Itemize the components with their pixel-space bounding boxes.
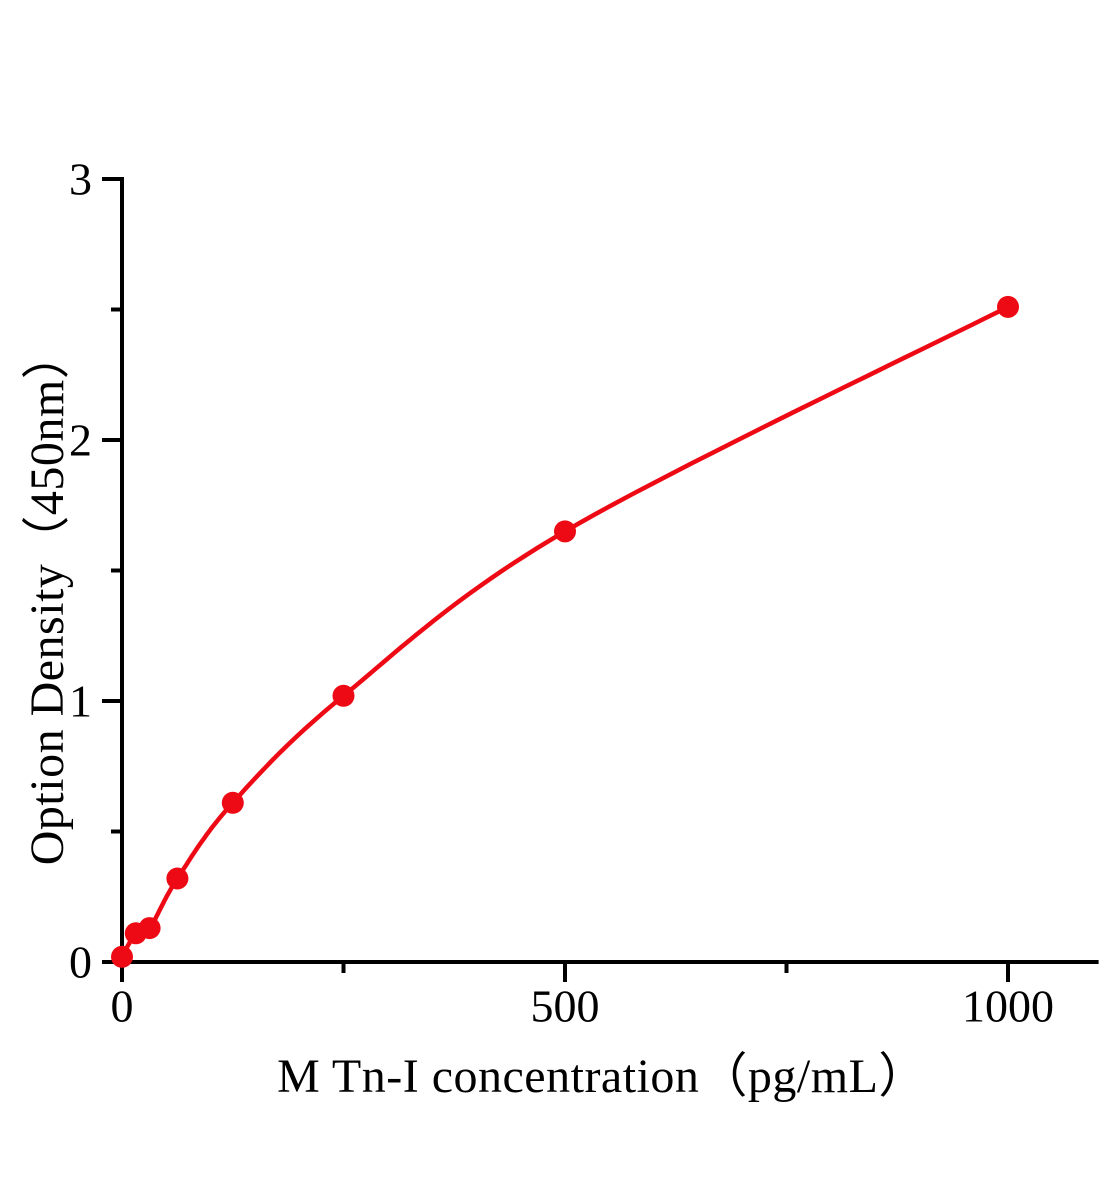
data-point [221,791,244,814]
data-point [138,917,161,940]
data-point [166,867,189,890]
data-point [554,520,576,543]
curve-line [119,304,1011,960]
data-point [997,295,1019,318]
y-tick-label: 0 [69,937,92,988]
y-tick-label: 1 [69,676,92,727]
data-point [111,945,133,968]
x-tick-label: 500 [531,981,600,1032]
x-tick-label: 1000 [962,981,1054,1032]
data-point [332,684,355,707]
y-tick-label: 3 [69,154,92,205]
x-axis-title: M Tn-I concentration（pg/mL） [277,1050,927,1103]
y-axis-title: Option Density（450nm） [21,330,74,866]
y-tick-label: 2 [69,415,92,466]
x-tick-label: 0 [111,981,134,1032]
